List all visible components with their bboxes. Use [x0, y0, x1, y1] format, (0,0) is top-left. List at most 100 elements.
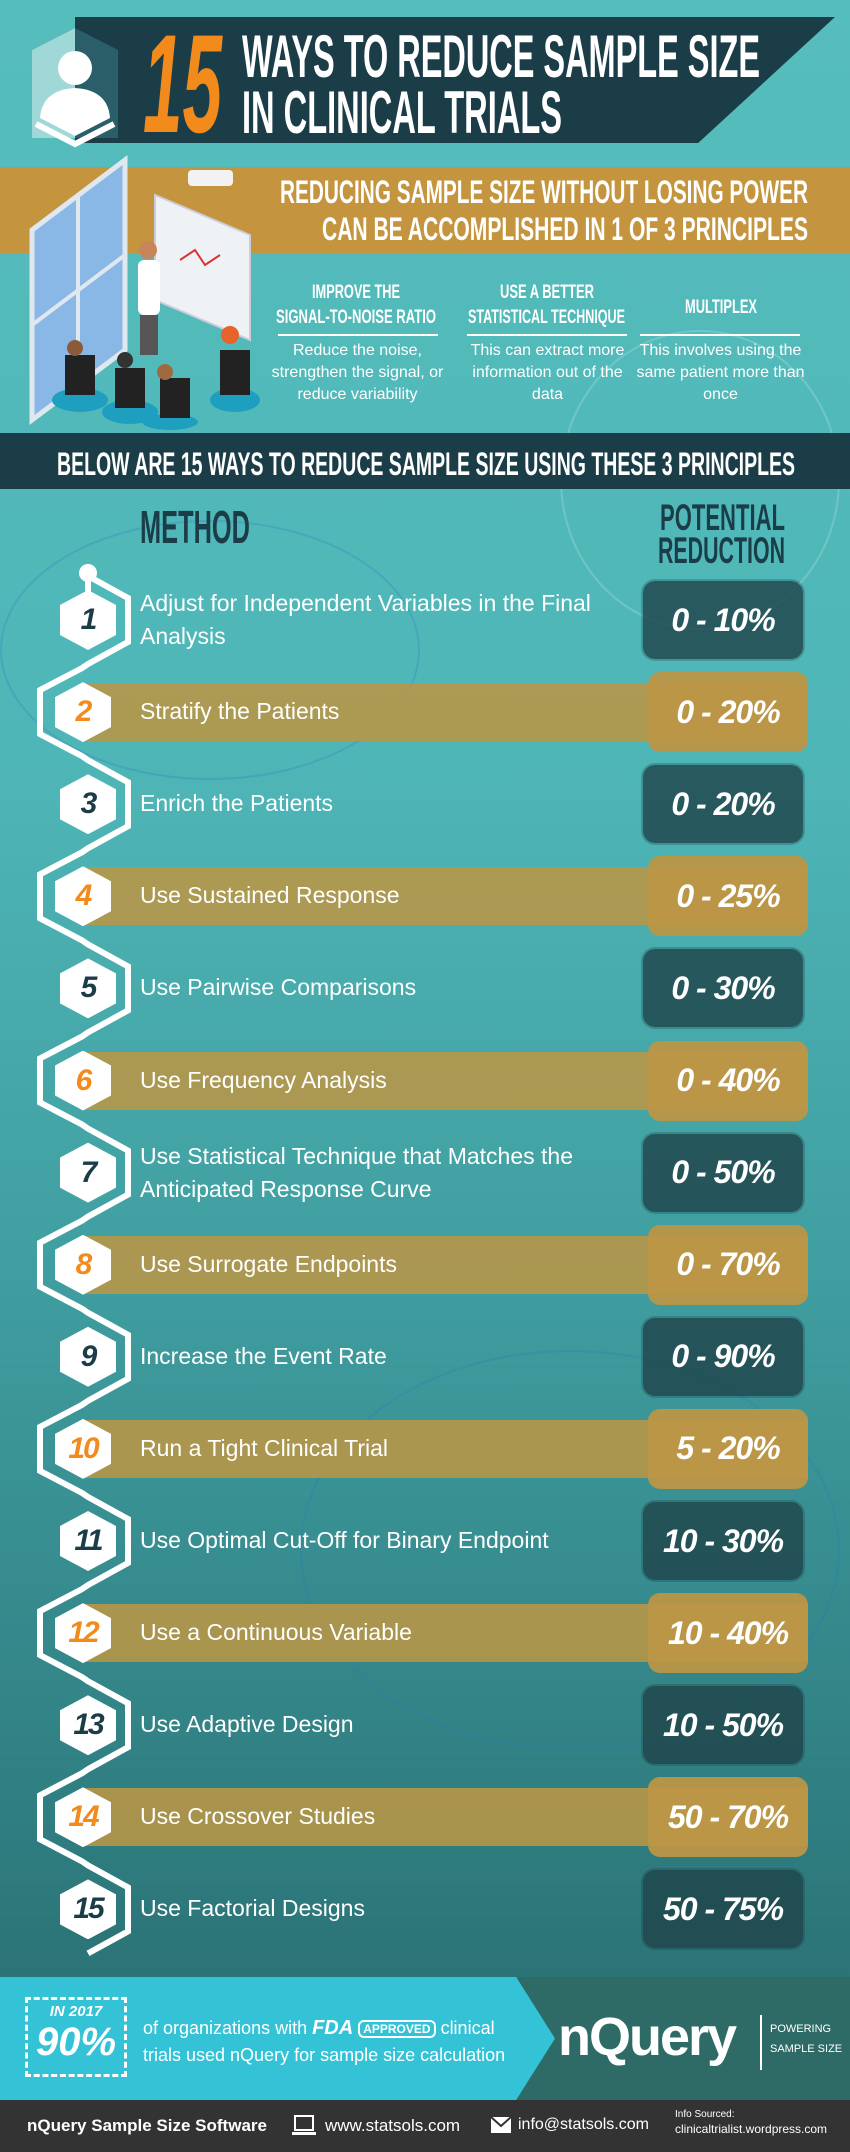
row-method: Increase the Event Rate — [140, 1342, 387, 1369]
promo-text-1a: of organizations with — [143, 2018, 308, 2038]
reduction-value: 50 - 75% — [662, 1890, 784, 1927]
footer — [0, 2100, 850, 2152]
source-link[interactable]: clinicaltrialist.wordpress.com — [675, 2122, 828, 2136]
reduction-value: 0 - 10% — [671, 601, 775, 638]
row-number: 1 — [80, 603, 98, 636]
person-silhouette-icon — [32, 28, 118, 148]
reduction-badge: 50 - 75% — [643, 1870, 803, 1949]
row-number: 5 — [80, 971, 98, 1005]
principle-description: Reduce the noise, strengthen the signal,… — [271, 342, 444, 403]
principle-divider — [640, 334, 800, 336]
row-method: Use Optimal Cut-Off for Binary Endpoint — [140, 1527, 549, 1553]
row-number: 11 — [74, 1524, 103, 1557]
principles-banner — [0, 433, 850, 489]
reduction-badge: 0 - 25% — [648, 856, 808, 937]
stat-year: IN 2017 — [49, 2003, 103, 2020]
website-link[interactable]: www.statsols.com — [325, 2116, 461, 2135]
reduction-value: 0 - 30% — [671, 969, 775, 1006]
row-number: 12 — [68, 1616, 99, 1650]
row-number-hexagon: 12 — [55, 1603, 111, 1664]
reduction-value: 10 - 30% — [662, 1522, 784, 1559]
row-number-hexagon: 14 — [55, 1787, 111, 1848]
promo-text-2: trials used nQuery for sample size calcu… — [143, 2045, 506, 2065]
principle-divider — [278, 334, 438, 336]
reduction-badge: 0 - 90% — [643, 1317, 803, 1396]
row-number-hexagon: 9 — [60, 1326, 116, 1387]
row-number: 6 — [75, 1063, 93, 1097]
row-method: Adjust for Independent Variables in the … — [140, 590, 591, 649]
row-method: Stratify the Patients — [140, 698, 340, 725]
footer-brand: nQuery Sample Size Software — [27, 2116, 267, 2135]
reduction-badge: 10 - 50% — [643, 1686, 803, 1765]
row-number: 7 — [80, 1155, 98, 1189]
row-method: Enrich the Patients — [140, 790, 334, 817]
intro-band — [0, 167, 850, 253]
fda-logo: FDA — [312, 2017, 354, 2039]
reduction-badge: 0 - 30% — [643, 949, 803, 1028]
row-method: Run a Tight Clinical Trial — [140, 1434, 388, 1461]
row-number-hexagon: 10 — [55, 1418, 111, 1479]
row-number: 9 — [80, 1339, 98, 1373]
row-method: Use Crossover Studies — [140, 1803, 376, 1830]
row-number: 8 — [75, 1247, 93, 1281]
row-number-hexagon: 5 — [60, 958, 116, 1019]
reduction-badge: 0 - 50% — [643, 1133, 803, 1212]
reduction-badge: 10 - 40% — [648, 1593, 808, 1674]
source-label: Info Sourced: — [675, 2109, 735, 2120]
row-method: Use Surrogate Endpoints — [140, 1250, 397, 1277]
approved-badge: APPROVED — [358, 2019, 436, 2038]
row-method: Use Statistical Technique that Matches t… — [140, 1142, 573, 1202]
principle-description: This can extract more information out of… — [470, 342, 625, 403]
reduction-badge: 50 - 70% — [648, 1777, 808, 1858]
row-method: Use Frequency Analysis — [140, 1066, 387, 1093]
row-number-hexagon: 6 — [55, 1050, 111, 1111]
principle-divider — [467, 334, 627, 336]
promo-text-1b: clinical — [440, 2018, 495, 2038]
row-number-hexagon: 3 — [60, 774, 116, 835]
stat-box — [25, 1997, 127, 2077]
row-number: 15 — [73, 1892, 104, 1926]
envelope-icon — [490, 2116, 512, 2133]
reduction-value: 10 - 40% — [667, 1614, 789, 1651]
reduction-badge: 0 - 70% — [648, 1224, 808, 1305]
row-method: Use Pairwise Comparisons — [140, 974, 417, 1001]
reduction-value: 0 - 90% — [671, 1338, 775, 1375]
row-number: 4 — [75, 879, 93, 913]
row-number: 3 — [80, 787, 98, 821]
nquery-logo: nQuery — [558, 2007, 737, 2067]
reduction-value: 0 - 50% — [671, 1154, 775, 1191]
reduction-badge: 0 - 10% — [643, 581, 803, 659]
email-link[interactable]: info@statsols.com — [518, 2116, 649, 2133]
row-number-hexagon: 13 — [60, 1695, 116, 1756]
connector-path — [37, 570, 131, 1957]
row-number: 2 — [75, 695, 93, 729]
row-method: Use Adaptive Design — [140, 1711, 354, 1738]
tagline-1: POWERING — [770, 2023, 832, 2035]
reduction-badge: 0 - 40% — [648, 1040, 808, 1121]
reduction-value: 0 - 40% — [676, 1062, 780, 1098]
connector-start-dot — [79, 564, 97, 582]
reduction-value: 50 - 70% — [667, 1798, 789, 1835]
row-number: 14 — [68, 1800, 99, 1834]
row-method: Use a Continuous Variable — [140, 1619, 412, 1646]
logo-divider — [760, 2015, 762, 2070]
laptop-icon — [292, 2115, 316, 2135]
row-number-hexagon: 15 — [60, 1879, 116, 1940]
reduction-value: 0 - 25% — [676, 877, 780, 914]
reduction-value: 0 - 20% — [676, 693, 780, 730]
row-number-hexagon: 4 — [55, 866, 111, 927]
reduction-value: 10 - 50% — [662, 1706, 784, 1743]
reduction-badge: 5 - 20% — [648, 1408, 808, 1489]
tagline-2: SAMPLE SIZE — [770, 2043, 843, 2055]
principle-description: This involves using the same patient mor… — [636, 342, 805, 403]
row-number-hexagon: 7 — [60, 1142, 116, 1203]
header-banner — [75, 17, 835, 143]
row-number-hexagon: 2 — [55, 682, 111, 743]
row-method: Use Factorial Designs — [140, 1895, 365, 1922]
reduction-badge: 0 - 20% — [643, 765, 803, 844]
row-number: 10 — [68, 1431, 99, 1465]
row-number-hexagon: 1 — [60, 590, 116, 650]
row-number-hexagon: 11 — [60, 1511, 116, 1571]
reduction-value: 0 - 20% — [671, 785, 775, 822]
classroom-illustration — [29, 154, 260, 430]
